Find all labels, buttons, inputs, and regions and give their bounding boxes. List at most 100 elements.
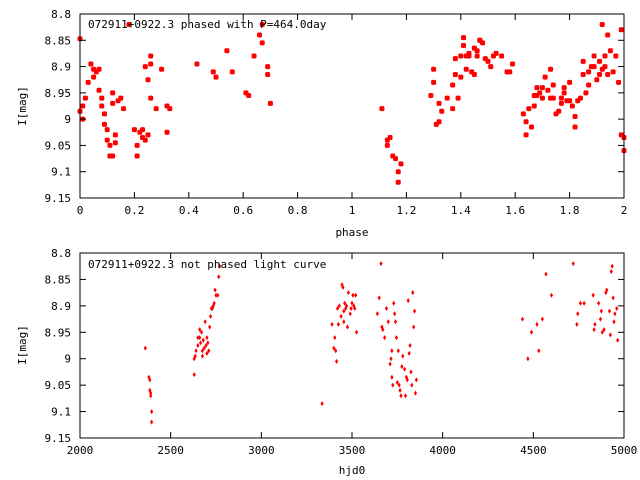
phased-data-point — [474, 48, 480, 54]
phased-x-tick-label: 0.4 — [179, 204, 199, 217]
unphased-data-point — [407, 350, 411, 356]
unphased-data-point — [575, 321, 579, 327]
unphased-y-tick-label: 9.05 — [45, 379, 72, 392]
phased-data-point — [602, 53, 608, 59]
unphased-data-point — [216, 292, 220, 298]
phased-data-point — [452, 56, 458, 62]
unphased-data-point — [334, 348, 338, 354]
unphased-data-point — [526, 356, 530, 362]
unphased-data-point — [150, 419, 154, 425]
unphased-data-point — [609, 269, 613, 274]
unphased-data-point — [615, 306, 619, 311]
phased-data-point — [597, 58, 603, 64]
unphased-data-point — [598, 316, 603, 322]
unphased-x-axis-label: hjd0 — [339, 464, 366, 477]
phased-data-point — [379, 106, 385, 112]
unphased-data-point — [205, 335, 209, 341]
unphased-data-point — [549, 292, 554, 298]
phased-data-point — [458, 74, 464, 80]
unphased-data-point — [397, 382, 401, 388]
unphased-x-tick-label: 4000 — [429, 444, 456, 457]
unphased-data-point — [339, 313, 343, 319]
phased-data-point — [104, 127, 110, 133]
unphased-x-tick-label: 4500 — [520, 444, 547, 457]
unphased-data-point — [381, 327, 385, 333]
phased-data-point — [523, 119, 529, 125]
unphased-data-point — [411, 290, 415, 296]
unphased-data-point — [149, 393, 153, 399]
unphased-data-point — [343, 300, 347, 306]
phased-data-point — [616, 79, 622, 85]
unphased-data-point — [393, 319, 398, 325]
phased-data-point — [550, 82, 556, 88]
unphased-data-point — [412, 324, 416, 330]
unphased-data-point — [375, 311, 379, 317]
phased-data-point — [164, 129, 170, 135]
phased-data-point — [265, 64, 271, 70]
unphased-data-point — [192, 372, 196, 378]
unphased-data-point — [201, 337, 205, 343]
unphased-data-point — [410, 382, 414, 388]
phased-data-point — [558, 95, 564, 101]
phased-data-point — [602, 64, 608, 70]
phased-x-tick-label: 0.8 — [288, 204, 308, 217]
phased-data-point — [529, 124, 535, 130]
phased-data-point — [96, 66, 102, 72]
unphased-data-point — [336, 321, 340, 327]
unphased-data-point — [342, 308, 346, 314]
unphased-light-curve-panel: 8.8 8.85 8.9 8.95 9 9.05 9.1 9.15 2000 2500 3000 3… — [16, 247, 637, 477]
phased-data-point — [82, 95, 88, 101]
phased-data-point — [556, 108, 562, 114]
phased-data-point — [461, 43, 467, 49]
unphased-data-point — [334, 358, 339, 364]
phased-data-point — [572, 114, 578, 120]
phased-data-point — [126, 22, 132, 28]
unphased-data-point — [389, 356, 393, 362]
phased-data-point — [436, 100, 442, 106]
phased-data-point — [101, 121, 107, 127]
unphased-data-point — [390, 348, 394, 354]
unphased-data-point — [582, 300, 586, 306]
unphased-data-point — [400, 364, 404, 370]
phased-data-point — [572, 124, 578, 130]
phased-data-point — [85, 79, 91, 85]
phased-data-point — [452, 71, 458, 77]
phased-data-point — [194, 61, 200, 67]
phased-tick-marks — [79, 13, 625, 199]
phased-data-point — [110, 100, 116, 106]
phased-data-point — [561, 90, 567, 96]
phased-data-point — [577, 95, 583, 101]
unphased-data-point — [578, 300, 583, 306]
unphased-data-point — [204, 343, 208, 348]
phased-data-point — [229, 69, 235, 75]
unphased-data-point — [608, 332, 612, 338]
unphased-data-point — [199, 329, 204, 335]
unphased-data-point — [198, 335, 202, 341]
unphased-data-point — [351, 292, 355, 298]
unphased-data-point — [214, 292, 218, 298]
phased-data-point — [605, 71, 611, 77]
phased-data-point — [480, 40, 486, 46]
unphased-data-point — [393, 311, 397, 317]
phased-plot-frame — [79, 13, 625, 199]
unphased-data-point — [413, 390, 418, 396]
phased-data-point — [586, 69, 592, 75]
unphased-y-tick-label: 8.8 — [51, 247, 71, 260]
phased-data-point — [580, 71, 586, 77]
unphased-data-point — [335, 306, 340, 311]
unphased-data-point — [149, 390, 153, 396]
phased-data-point — [539, 85, 545, 91]
phased-data-point — [436, 119, 442, 125]
phased-data-point — [393, 156, 399, 162]
unphased-data-point — [399, 393, 403, 399]
phased-data-point — [431, 66, 437, 72]
phased-data-point — [110, 153, 116, 159]
unphased-data-point — [402, 366, 407, 372]
phased-data-point — [134, 142, 140, 148]
unphased-data-point — [392, 300, 396, 306]
phased-data-point — [534, 85, 540, 91]
unphased-data-point — [200, 348, 204, 354]
phased-data-point — [439, 108, 445, 114]
unphased-data-point — [217, 274, 221, 280]
unphased-data-point — [208, 313, 213, 319]
